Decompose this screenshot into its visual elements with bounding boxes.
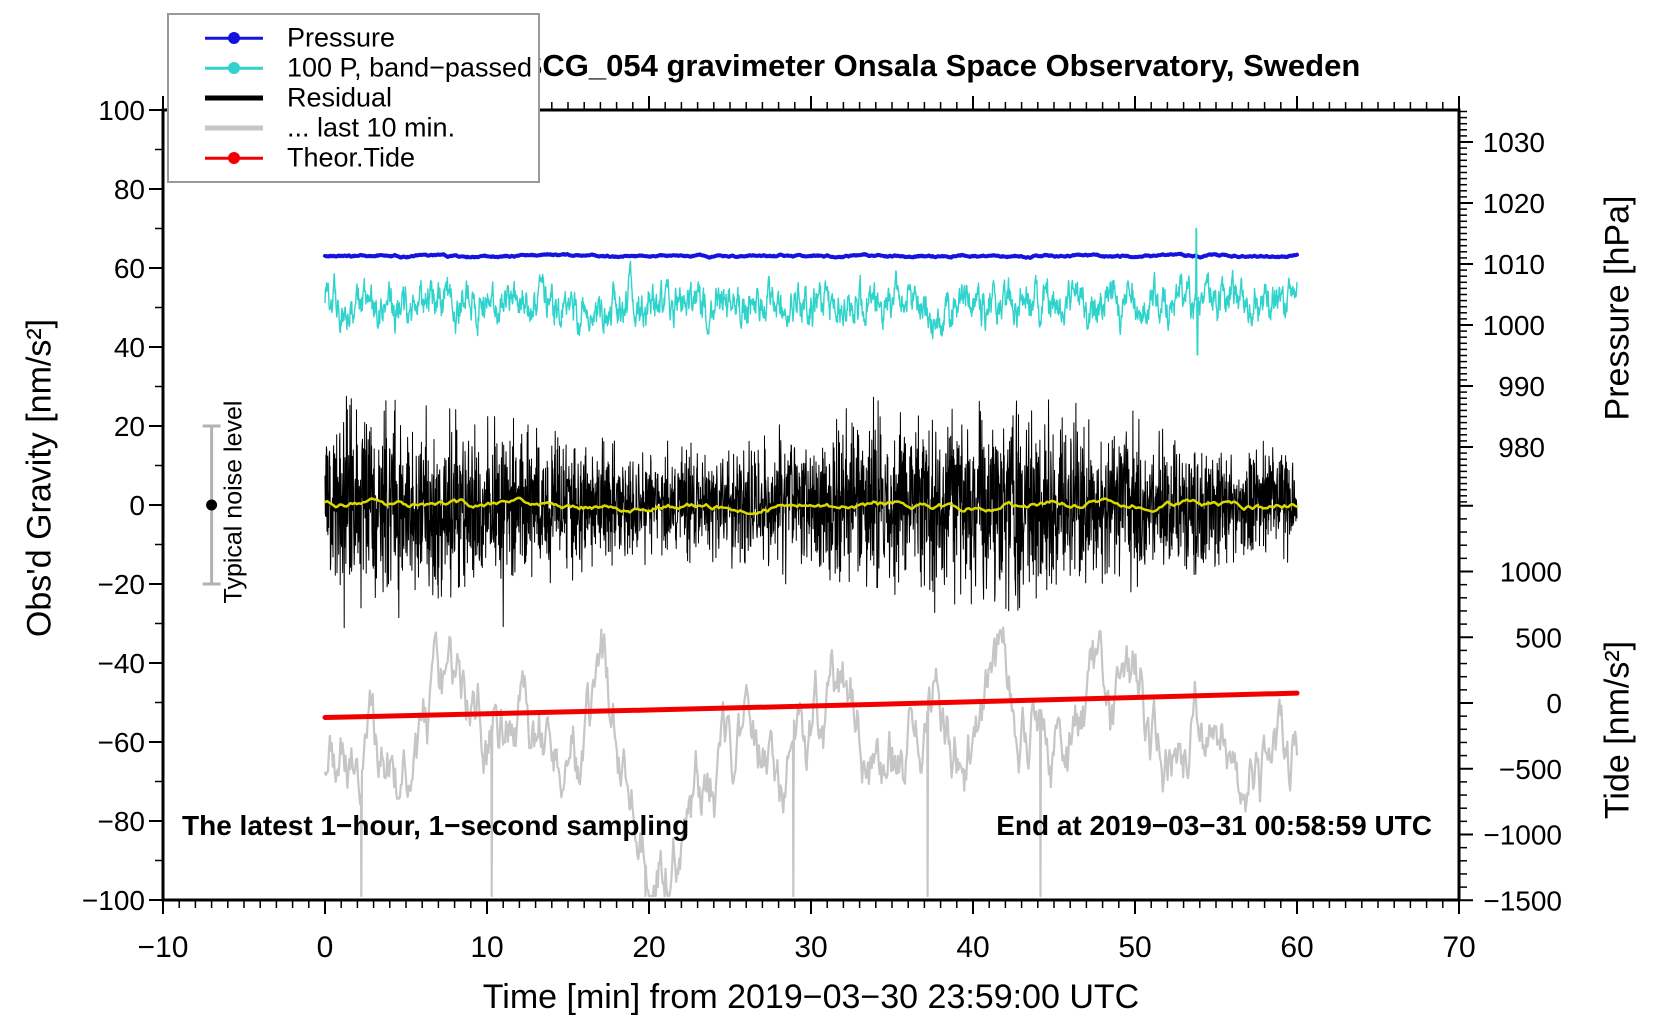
x-axis-title: Time [min] from 2019−03−30 23:59:00 UTC (482, 978, 1140, 1016)
y-left-tick-label: 40 (114, 332, 145, 363)
y-pressure-tick-label: 1000 (1483, 310, 1545, 341)
residual-series (324, 395, 1298, 629)
y-left-tick-label: −20 (98, 569, 146, 600)
end-time-annotation: End at 2019−03−31 00:58:59 UTC (996, 810, 1432, 841)
legend-item: 100 P, band−passed (169, 53, 538, 83)
legend-sample (205, 113, 263, 143)
noise-level-label: Typical noise level (219, 400, 248, 604)
legend-item-label: ... last 10 min. (287, 112, 456, 143)
y-tide-tick-label: −500 (1499, 754, 1562, 785)
x-axis-tick-label: 50 (1118, 931, 1151, 964)
legend-line-sample (205, 95, 263, 101)
last-10-min-series (323, 626, 1299, 898)
y-pressure-tick-label: 1030 (1483, 127, 1545, 158)
residual-smoothed-series (323, 496, 1299, 516)
legend-marker-dot (228, 152, 240, 164)
x-axis-tick-label: 20 (632, 931, 665, 964)
x-axis-tick-label: 30 (794, 931, 827, 964)
y-left-tick-label: −80 (98, 806, 146, 837)
legend-item-label: Theor.Tide (287, 142, 416, 173)
x-axis-tick-label: −10 (138, 931, 189, 964)
legend-item-label: Pressure (287, 22, 396, 53)
legend-sample (205, 83, 263, 113)
y-tide-tick-label: −1000 (1483, 820, 1562, 851)
pressure-series (323, 251, 1299, 260)
x-axis-tick-label: 10 (470, 931, 503, 964)
y-tide-tick-label: 500 (1515, 622, 1562, 653)
legend-marker-dot (228, 32, 240, 44)
y-pressure-tick-label: 980 (1498, 432, 1545, 463)
y-tide-tick-label: 0 (1546, 688, 1562, 719)
page-title: SCG_054 gravimeter Onsala Space Observat… (521, 48, 1361, 83)
y-left-tick-label: −60 (98, 727, 146, 758)
legend-marker-dot (228, 62, 240, 74)
x-axis-tick-label: 40 (956, 931, 989, 964)
legend-sample (205, 23, 263, 53)
legend-item: Residual (169, 83, 538, 113)
y-left-tick-label: 20 (114, 411, 145, 442)
legend-line-sample (205, 125, 263, 131)
x-axis-tick-label: 60 (1280, 931, 1313, 964)
y-pressure-tick-label: 1020 (1483, 188, 1545, 219)
plot-frame (161, 108, 1461, 902)
legend-item-label: 100 P, band−passed (287, 52, 532, 83)
y-left-tick-label: −40 (98, 648, 146, 679)
noise-reference-dot (206, 499, 218, 511)
legend-item: Theor.Tide (169, 143, 538, 173)
legend-item: Pressure (169, 23, 538, 53)
y-pressure-tick-label: 1010 (1483, 249, 1545, 280)
y-left-tick-label: 80 (114, 174, 145, 205)
legend-item-label: Residual (287, 82, 393, 113)
legend-item: ... last 10 min. (169, 113, 538, 143)
y-axis-title-pressure: Pressure [hPa] (1598, 195, 1637, 421)
legend-sample (205, 53, 263, 83)
y-pressure-tick-label: 990 (1498, 371, 1545, 402)
y-left-tick-label: 100 (98, 95, 145, 126)
legend-sample (205, 143, 263, 173)
y-left-tick-label: 0 (129, 490, 145, 521)
y-axis-title-gravity: Obs'd Gravity [nm/s²] (20, 318, 59, 638)
y-left-tick-label: −100 (82, 885, 145, 916)
sampling-annotation: The latest 1−hour, 1−second sampling (182, 810, 690, 841)
y-axis-title-tide: Tide [nm/s²] (1598, 640, 1637, 820)
band-passed-series (324, 227, 1298, 356)
legend: Pressure 100 P, band−passed Residual ...… (167, 13, 540, 183)
y-tide-tick-label: −1500 (1483, 885, 1562, 916)
theor-tide-series (322, 690, 1300, 720)
y-left-tick-label: 60 (114, 253, 145, 284)
x-axis-tick-label: 70 (1442, 931, 1475, 964)
y-tide-tick-label: 1000 (1500, 557, 1562, 588)
x-axis-tick-label: 0 (317, 931, 334, 964)
